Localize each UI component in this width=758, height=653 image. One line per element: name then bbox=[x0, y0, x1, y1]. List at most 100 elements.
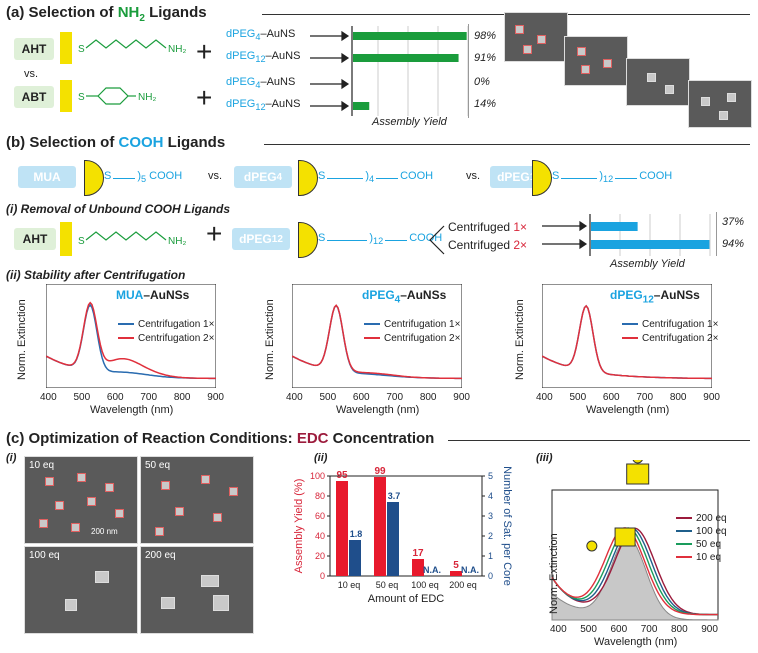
row-label-4: dPEG12–AuNS bbox=[226, 98, 301, 113]
subtitle-c-ii: (ii) bbox=[314, 452, 328, 464]
label-sat: N.A. bbox=[423, 565, 441, 575]
left-tick-label: 0 bbox=[320, 571, 325, 581]
centrifuged-2-label: Centrifuged 2× bbox=[448, 238, 528, 252]
core-cube-icon bbox=[614, 527, 636, 547]
ticks-b3: 400 500 600 700 800 900 bbox=[536, 392, 720, 403]
label-sat: N.A. bbox=[461, 565, 479, 575]
axis-label-b: Assembly Yield bbox=[610, 258, 685, 270]
vs-label: vs. bbox=[24, 68, 39, 80]
plus-sign-1: + bbox=[196, 36, 213, 67]
aht-structure-b: S NH₂ bbox=[78, 231, 186, 247]
right-tick-label: 1 bbox=[488, 551, 493, 561]
label-sat: 1.8 bbox=[350, 529, 363, 539]
dpeg12-structure: S)12 COOH bbox=[552, 170, 673, 185]
aht-pill: AHT bbox=[14, 38, 54, 60]
category-label: 50 eq bbox=[376, 580, 399, 590]
vs-b1: vs. bbox=[208, 170, 223, 182]
bar-a-4 bbox=[353, 102, 370, 110]
svg-text:NH₂: NH₂ bbox=[168, 44, 186, 55]
subtitle-b-i: (i) Removal of Unbound COOH Ligands bbox=[6, 202, 230, 216]
right-tick-label: 0 bbox=[488, 571, 493, 581]
category-label: 200 eq bbox=[449, 580, 477, 590]
assembly-yield-chart-b bbox=[542, 214, 711, 256]
bar-sat bbox=[349, 540, 361, 576]
pct-divider-a bbox=[468, 24, 469, 118]
legend-b3: Centrifugation 1× Centrifugation 2× bbox=[622, 318, 718, 346]
abt-pill: ABT bbox=[14, 86, 54, 108]
bar-chart-ylabel-right: Number of Sat. per Core bbox=[501, 466, 512, 586]
bar-b-2 bbox=[591, 240, 710, 249]
mua-structure: S)5 COOH bbox=[104, 170, 183, 185]
bar-chart-ylabel-left: Assembly Yield (%) bbox=[293, 479, 305, 574]
row-label-3: dPEG4–AuNS bbox=[226, 76, 296, 91]
mua-pill: MUA bbox=[18, 166, 76, 188]
ylabel-b2: Norm. Extinction bbox=[264, 299, 276, 380]
ticks-b2: 400 500 600 700 800 900 bbox=[286, 392, 470, 403]
xlabel-b2: Wavelength (nm) bbox=[336, 404, 420, 416]
gold-surface-b bbox=[60, 222, 72, 256]
spectrum-title-dpeg4: dPEG4–AuNSs bbox=[362, 288, 447, 306]
bar-a-2 bbox=[353, 54, 459, 62]
panel-a-title: (a) Selection of NH2 Ligands bbox=[6, 4, 207, 24]
assembly-satellite-icon bbox=[632, 460, 643, 464]
pct-b-1: 37% bbox=[722, 216, 745, 228]
legend-b1: Centrifugation 1× Centrifugation 2× bbox=[118, 318, 214, 346]
row-label-2: dPEG12–AuNS bbox=[226, 50, 301, 65]
satellite-icon bbox=[586, 540, 598, 552]
aht-pill-b: AHT bbox=[14, 228, 56, 250]
label-yield: 95 bbox=[336, 470, 348, 481]
sem-100eq: 100 eq bbox=[24, 546, 138, 634]
plus-sign-b: + bbox=[206, 218, 223, 249]
left-tick-label: 80 bbox=[315, 491, 325, 501]
core-spectrum-fill bbox=[551, 537, 719, 621]
right-tick-label: 2 bbox=[488, 531, 493, 541]
dpeg12-nanoparticle-b bbox=[298, 222, 318, 258]
pct-b-2: 94% bbox=[722, 238, 745, 250]
label-sat: 3.7 bbox=[388, 491, 401, 501]
left-tick-label: 40 bbox=[315, 531, 325, 541]
svg-text:S: S bbox=[78, 92, 85, 103]
bar-yield bbox=[450, 571, 462, 576]
legend-c: 200 eq 100 eq 50 eq 10 eq bbox=[676, 512, 727, 564]
sem-50eq: 50 eq bbox=[140, 456, 254, 544]
edc-bar-chart: 0 20 40 60 80 100 0 1 2 3 4 5 95 1.8 10 eq 99 3.7 50 eq 17… bbox=[293, 466, 512, 605]
ticks-c: 400 500 600 700 800 900 bbox=[550, 624, 718, 635]
divider-c bbox=[448, 440, 750, 441]
dpeg4-pill: dPEG 4 bbox=[234, 166, 292, 188]
svg-text:S: S bbox=[78, 44, 85, 55]
right-tick-label: 3 bbox=[488, 511, 493, 521]
subtitle-c-iii: (iii) bbox=[536, 452, 553, 464]
bar-yield bbox=[412, 559, 424, 576]
subtitle-c-i: (i) bbox=[6, 452, 17, 464]
category-label: 10 eq bbox=[338, 580, 361, 590]
assembly-yield-chart-a bbox=[310, 26, 469, 116]
ligand-structures-a: S NH₂ S NH₂ bbox=[60, 32, 186, 112]
bar-chart-frame bbox=[329, 475, 483, 577]
mua-nanoparticle bbox=[84, 160, 104, 196]
edc-spectrum bbox=[551, 460, 719, 621]
left-tick-label: 20 bbox=[315, 551, 325, 561]
bar-yield bbox=[374, 477, 386, 576]
pct-divider-b bbox=[716, 212, 717, 256]
svg-text:NH₂: NH₂ bbox=[168, 236, 186, 247]
label-yield: 5 bbox=[453, 560, 459, 571]
row-label-1: dPEG4–AuNS bbox=[226, 28, 296, 43]
bar-a-1 bbox=[353, 32, 467, 40]
bar-yield bbox=[336, 481, 348, 576]
spectrum-dpeg4 bbox=[291, 283, 463, 389]
ylabel-b3: Norm. Extinction bbox=[514, 299, 526, 380]
assembly-cube-icon bbox=[626, 463, 650, 485]
bar-sat bbox=[387, 502, 399, 576]
scale-bar-label: 200 nm bbox=[91, 527, 118, 536]
sem-image-a4 bbox=[688, 80, 752, 128]
spectrum-line-2 bbox=[291, 304, 462, 380]
dpeg4-nanoparticle bbox=[298, 160, 318, 196]
label-yield: 17 bbox=[412, 548, 424, 559]
sem-image-a2 bbox=[564, 36, 628, 86]
bar-chart-xlabel: Amount of EDC bbox=[368, 593, 444, 605]
sem-image-a1 bbox=[504, 12, 568, 62]
sem-image-a3 bbox=[626, 58, 690, 106]
bracket-b bbox=[429, 225, 445, 255]
label-yield: 99 bbox=[374, 466, 386, 477]
right-tick-label: 5 bbox=[488, 471, 493, 481]
